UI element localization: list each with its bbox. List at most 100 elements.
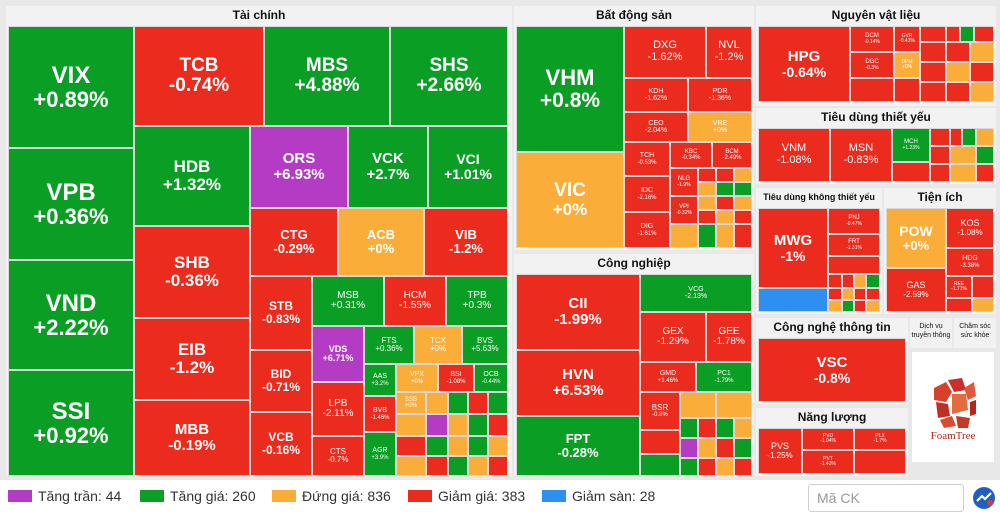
small-tile[interactable] [946, 82, 970, 102]
small-tile[interactable] [716, 168, 734, 182]
small-tile[interactable] [946, 298, 972, 312]
stock-tile[interactable]: VCK +2.7% [348, 126, 428, 208]
sector-cham-soc-suc-khoe[interactable]: Chăm sóc sức khỏe [954, 318, 996, 348]
stock-tile[interactable]: DIG -1.61% [624, 212, 670, 248]
stock-tile[interactable]: HVN +6.53% [516, 350, 640, 416]
small-tile[interactable] [976, 164, 994, 182]
small-tile[interactable] [842, 288, 854, 300]
stock-tile[interactable]: PVS -1.25% [758, 428, 802, 474]
small-tile[interactable] [448, 456, 468, 476]
stock-tile[interactable]: CTG -0.29% [250, 208, 338, 276]
small-tile[interactable] [680, 438, 698, 458]
stock-tile[interactable]: VND +2.22% [8, 260, 134, 370]
stock-tile[interactable]: ACB +0% [338, 208, 424, 276]
stock-tile[interactable]: VRE +0% [688, 112, 752, 142]
small-tile[interactable] [488, 436, 508, 456]
stock-tile[interactable]: TCB -0.74% [134, 26, 264, 126]
small-tile[interactable] [930, 164, 950, 182]
stock-tile[interactable]: CII -1.99% [516, 274, 640, 350]
small-tile[interactable] [974, 26, 994, 42]
stock-tile[interactable]: VCG -2.13% [640, 274, 752, 312]
stock-tile[interactable]: PDR -1.36% [688, 78, 752, 112]
small-tile[interactable] [716, 196, 734, 210]
small-tile[interactable] [972, 276, 994, 298]
small-tile[interactable] [734, 224, 752, 248]
small-tile[interactable] [970, 62, 994, 82]
small-tile[interactable] [716, 210, 734, 224]
small-tile[interactable] [680, 458, 698, 476]
more-tile[interactable] [716, 392, 752, 418]
stock-tile[interactable]: VIB -1.2% [424, 208, 508, 276]
stock-tile[interactable]: MCH +1.23% [892, 128, 930, 162]
small-tile[interactable] [640, 430, 680, 454]
stock-tile[interactable]: AGR +3.9% [364, 432, 396, 476]
stock-tile[interactable]: VCI +1.01% [428, 126, 508, 208]
stock-tile[interactable]: VPB +0.36% [8, 148, 134, 260]
stock-tile[interactable]: MSN -0.83% [830, 128, 892, 182]
stock-tile[interactable]: TPB +0.3% [446, 276, 508, 326]
small-tile[interactable] [468, 414, 488, 436]
more-tile[interactable] [920, 26, 946, 42]
stock-tile[interactable]: STB -0.83% [250, 276, 312, 350]
small-tile[interactable] [488, 414, 508, 436]
stock-tile[interactable]: GEE -1.78% [706, 312, 752, 362]
stock-tile[interactable]: MBS +4.88% [264, 26, 390, 126]
stock-tile[interactable]: HPG -0.64% [758, 26, 850, 102]
small-tile[interactable] [950, 146, 976, 164]
stock-tile[interactable]: KOS -1.08% [946, 208, 994, 248]
more-tile[interactable] [850, 78, 894, 102]
small-tile[interactable] [866, 274, 880, 288]
small-tile[interactable] [426, 414, 448, 436]
stock-tile[interactable]: VIC +0% [516, 152, 624, 248]
small-tile[interactable] [734, 458, 752, 476]
small-tile[interactable] [854, 288, 866, 300]
small-tile[interactable] [426, 436, 448, 456]
small-tile[interactable] [468, 392, 488, 414]
stock-code-search-input[interactable] [808, 484, 964, 512]
stock-tile[interactable]: VNM -1.08% [758, 128, 830, 182]
stock-tile[interactable]: VIX +0.89% [8, 26, 134, 148]
small-tile[interactable] [866, 300, 880, 312]
stock-tile[interactable]: KDH -1.62% [624, 78, 688, 112]
small-tile[interactable] [854, 300, 866, 312]
more-tile[interactable] [828, 256, 880, 274]
stock-tile[interactable]: MWG -1% [758, 208, 828, 288]
stock-tile[interactable]: LPB -2.11% [312, 382, 364, 436]
small-tile[interactable] [396, 436, 426, 456]
stock-tile[interactable]: OCB -0.44% [474, 364, 508, 392]
stock-tile[interactable]: BVB -1.46% [364, 396, 396, 432]
stock-tile[interactable]: VHM +0.8% [516, 26, 624, 152]
small-tile[interactable] [640, 454, 680, 476]
stock-tile[interactable]: FTS +0.36% [364, 326, 414, 364]
stock-tile[interactable]: BVS +5.63% [462, 326, 508, 364]
small-tile[interactable] [970, 82, 994, 102]
stock-tile[interactable]: BCM -2.49% [712, 142, 752, 168]
small-tile[interactable] [734, 438, 752, 458]
sector-dich-vu-truyen-thong[interactable]: Dịch vụ truyền thông [910, 318, 952, 348]
more-tile[interactable] [920, 42, 946, 62]
small-tile[interactable] [950, 128, 962, 146]
small-tile[interactable] [950, 164, 976, 182]
stock-tile[interactable]: VCB -0.16% [250, 412, 312, 476]
small-tile[interactable] [680, 418, 698, 438]
stock-tile[interactable]: NLG -1.9% [670, 168, 698, 196]
small-tile[interactable] [828, 300, 842, 312]
small-tile[interactable] [854, 274, 866, 288]
small-tile[interactable] [734, 196, 752, 210]
stock-tile[interactable]: BID -0.71% [250, 350, 312, 412]
small-tile[interactable] [698, 182, 716, 196]
small-tile[interactable] [716, 182, 734, 196]
small-tile[interactable] [734, 210, 752, 224]
stock-tile[interactable]: PVT -1.43% [802, 450, 854, 474]
small-tile[interactable] [894, 78, 920, 102]
stock-tile[interactable]: PVD -1.04% [802, 428, 854, 450]
stock-tile[interactable]: KBC -0.34% [670, 142, 712, 168]
small-tile[interactable] [698, 224, 716, 248]
more-tile[interactable] [920, 62, 946, 82]
small-tile[interactable] [828, 274, 842, 288]
small-tile[interactable] [448, 414, 468, 436]
app-logo-icon[interactable] [972, 486, 996, 510]
small-tile[interactable] [468, 436, 488, 456]
small-tile[interactable] [698, 168, 716, 182]
stock-tile[interactable]: DXG -1.62% [624, 26, 706, 78]
